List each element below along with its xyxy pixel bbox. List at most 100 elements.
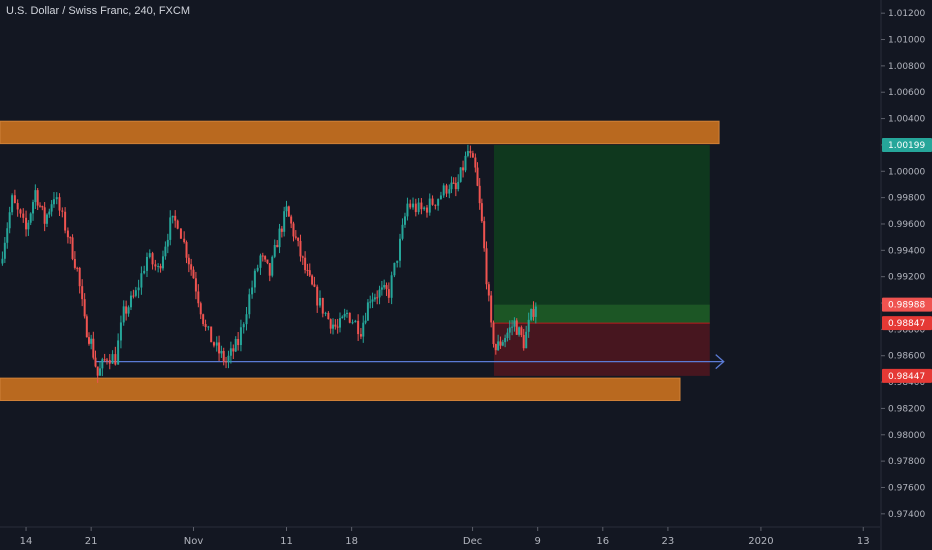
candle-body xyxy=(357,320,360,335)
y-tick-label: 0.99600 xyxy=(888,220,925,230)
candle-body xyxy=(99,368,101,376)
candle-body xyxy=(29,213,32,223)
candle-body xyxy=(399,238,401,261)
candle-body xyxy=(501,342,504,346)
price-tag xyxy=(882,368,932,383)
y-tick-label: 1.00400 xyxy=(888,115,925,125)
candle-body xyxy=(513,320,516,327)
candle-body xyxy=(36,190,39,206)
candle-body xyxy=(174,215,177,221)
price-tag-label: 0.98447 xyxy=(888,372,925,382)
candle-body xyxy=(187,257,190,265)
candle-body xyxy=(218,342,221,354)
candle-body xyxy=(137,287,140,291)
candle-body xyxy=(237,338,240,346)
candle-body xyxy=(511,326,514,328)
candle-body xyxy=(341,316,344,319)
candle-body xyxy=(122,306,125,323)
candle-body xyxy=(525,331,528,349)
arrow-head-icon xyxy=(715,354,725,370)
x-tick-label: 2020 xyxy=(748,536,773,547)
candle-body xyxy=(380,287,383,290)
candle-body xyxy=(351,322,354,324)
candle-body xyxy=(378,289,381,298)
candle-body xyxy=(210,326,213,343)
candle-body xyxy=(197,291,200,304)
candle-body xyxy=(85,316,88,338)
candles xyxy=(1,144,537,383)
candle-body xyxy=(25,217,28,230)
candle-body xyxy=(283,211,286,232)
candle-body xyxy=(425,207,428,213)
candle-body xyxy=(324,312,327,314)
candle-body xyxy=(253,270,256,288)
candle-body xyxy=(469,150,472,154)
candle-body xyxy=(313,284,316,287)
chart-title: U.S. Dollar / Swiss Franc, 240, FXCM xyxy=(6,5,190,17)
candle-body xyxy=(234,338,237,352)
candle-body xyxy=(457,181,460,190)
candle-body xyxy=(159,266,162,269)
x-tick-label: 21 xyxy=(85,536,98,547)
candle-body xyxy=(119,322,122,341)
candle-body xyxy=(127,307,130,314)
candle-body xyxy=(87,337,90,344)
candle-body xyxy=(466,150,469,156)
candle-body xyxy=(492,322,495,345)
candle-body xyxy=(431,198,434,205)
candle-body xyxy=(61,210,64,212)
candle-body xyxy=(417,202,420,213)
candle-body xyxy=(66,230,69,238)
candle-body xyxy=(103,359,106,361)
candle-body xyxy=(225,361,228,363)
candle-body xyxy=(129,295,132,308)
candle-body xyxy=(251,287,254,295)
candle-body xyxy=(406,203,409,217)
y-tick-label: 0.98200 xyxy=(888,404,925,414)
candle-body xyxy=(145,256,148,271)
candle-body xyxy=(304,257,307,271)
candle-body xyxy=(376,297,379,299)
candle-body xyxy=(373,297,376,300)
candle-body xyxy=(134,290,137,296)
candle-body xyxy=(499,341,502,346)
candle-body xyxy=(476,167,479,186)
resistance-zone xyxy=(0,120,720,145)
candle-body xyxy=(445,185,448,194)
price-axis xyxy=(881,0,932,550)
candle-body xyxy=(259,255,262,268)
candle-body xyxy=(96,366,99,376)
candle-body xyxy=(494,344,497,351)
candle-body xyxy=(474,157,477,168)
candle-body xyxy=(515,320,518,335)
candle-body xyxy=(412,203,415,208)
candle-body xyxy=(459,167,462,182)
candle-body xyxy=(78,267,81,287)
candle-body xyxy=(483,221,486,249)
candle-body xyxy=(8,212,11,229)
candle-body xyxy=(140,273,143,288)
candle-body xyxy=(332,324,335,329)
candle-body xyxy=(297,237,300,241)
candle-body xyxy=(462,167,465,171)
y-tick-label: 1.01000 xyxy=(888,36,925,46)
x-tick-label: 13 xyxy=(857,536,870,547)
candle-body xyxy=(348,312,351,323)
candle-body xyxy=(69,237,72,239)
candle-body xyxy=(285,206,288,212)
x-tick-label: 18 xyxy=(345,536,358,547)
candle-body xyxy=(532,309,535,317)
candle-body xyxy=(117,340,120,365)
candle-body xyxy=(185,242,188,258)
candle-body xyxy=(11,195,14,213)
candle-body xyxy=(294,236,297,238)
candle-body xyxy=(409,203,412,208)
price-tag xyxy=(882,316,932,331)
candle-body xyxy=(530,309,533,320)
candle-body xyxy=(308,270,311,276)
candle-body xyxy=(434,204,437,206)
candle-body xyxy=(497,341,500,351)
candle-body xyxy=(34,190,37,203)
candle-body xyxy=(76,267,79,269)
